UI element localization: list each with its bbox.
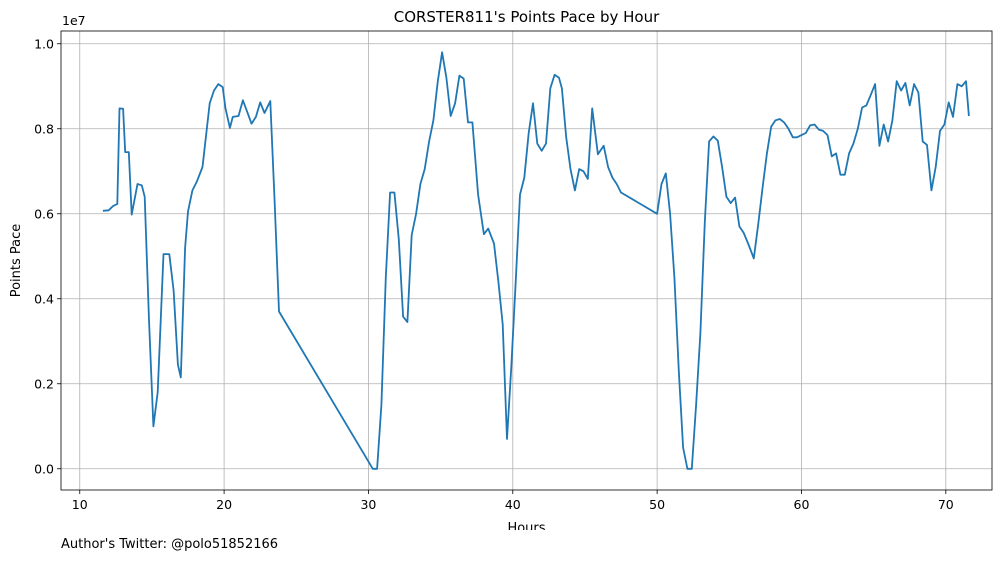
y-tick-label: 0.0 xyxy=(34,461,54,476)
series-line-points-pace xyxy=(102,51,970,470)
x-tick-label: 30 xyxy=(360,497,376,512)
author-credit: Author's Twitter: @polo51852166 xyxy=(61,537,279,552)
x-axis-label: Hours xyxy=(507,521,545,530)
x-tick-label: 70 xyxy=(938,497,954,512)
y-tick-label: 1.0 xyxy=(34,36,54,51)
line-chart: CORSTER811's Points Pace by Hour 10 20 30 4… xyxy=(9,8,993,530)
x-tick-label: 20 xyxy=(216,497,232,512)
axis-ticks: 10 20 30 40 50 60 70 0.0 0.2 0.4 0.6 0.8 1.0 xyxy=(34,36,954,512)
x-tick-label: 10 xyxy=(72,497,88,512)
y-tick-label: 0.4 xyxy=(34,291,54,306)
y-scale-label: 1e7 xyxy=(62,13,86,28)
x-tick-label: 50 xyxy=(649,497,665,512)
y-tick-label: 0.2 xyxy=(34,376,54,391)
chart-title: CORSTER811's Points Pace by Hour xyxy=(394,8,660,26)
grid-lines xyxy=(61,31,992,490)
x-tick-label: 40 xyxy=(505,497,521,512)
y-tick-label: 0.6 xyxy=(34,206,54,221)
y-tick-label: 0.8 xyxy=(34,121,54,136)
y-axis-label: Points Pace xyxy=(9,224,24,298)
plot-area-frame xyxy=(60,30,993,491)
x-tick-label: 60 xyxy=(794,497,810,512)
